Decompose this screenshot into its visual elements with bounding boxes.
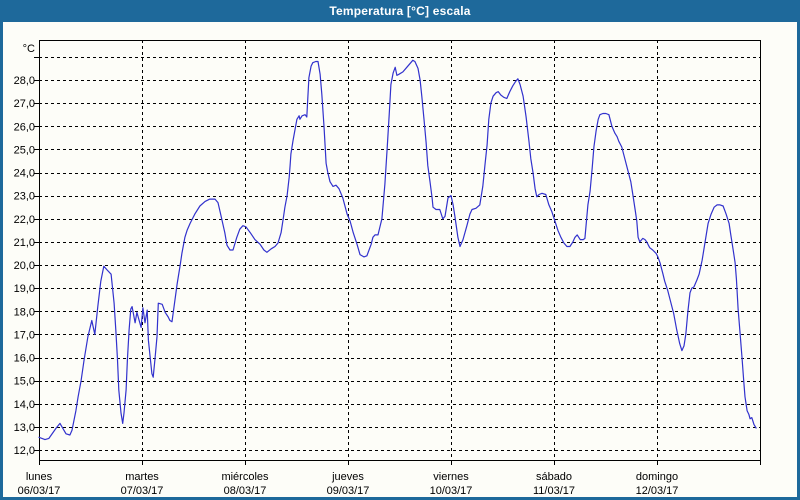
y-tick-labels: 28,0 27,0 26,0 25,0 24,0 23,0 22,0 21,0 20,0 19,0… (14, 75, 35, 457)
svg-text:16,0: 16,0 (14, 353, 35, 365)
svg-text:22,0: 22,0 (14, 214, 35, 226)
x-day-label: martes (125, 471, 159, 483)
title-bar[interactable]: Temperatura [°C] escala (0, 0, 800, 22)
x-date-label: 10/03/17 (430, 485, 473, 497)
x-date-label: 08/03/17 (224, 485, 267, 497)
x-date-label: 12/03/17 (636, 485, 679, 497)
x-date-label: 07/03/17 (121, 485, 164, 497)
chart-area: 28,0 27,0 26,0 25,0 24,0 23,0 22,0 21,0 20,0 19,0… (3, 22, 797, 497)
temperature-chart: 28,0 27,0 26,0 25,0 24,0 23,0 22,0 21,0 20,0 19,0… (14, 40, 761, 497)
svg-text:18,0: 18,0 (14, 306, 35, 318)
y-gridlines (39, 57, 760, 451)
x-day-label: viernes (433, 471, 469, 483)
x-day-label: lunes (26, 471, 53, 483)
x-tick-labels: lunes 06/03/17 martes 07/03/17 miércoles 08/0… (18, 471, 679, 497)
svg-text:12,0: 12,0 (14, 445, 35, 457)
x-gridlines (142, 40, 658, 460)
svg-text:14,0: 14,0 (14, 399, 35, 411)
svg-text:15,0: 15,0 (14, 376, 35, 388)
svg-text:27,0: 27,0 (14, 98, 35, 110)
y-axis-ticks (34, 57, 39, 451)
svg-text:19,0: 19,0 (14, 283, 35, 295)
y-axis-unit-label: °C (23, 43, 35, 55)
x-day-label: domingo (636, 471, 678, 483)
x-day-label: jueves (331, 471, 364, 483)
svg-text:26,0: 26,0 (14, 121, 35, 133)
svg-text:24,0: 24,0 (14, 168, 35, 180)
x-date-label: 06/03/17 (18, 485, 61, 497)
plot-border (39, 40, 761, 461)
svg-text:21,0: 21,0 (14, 237, 35, 249)
window-title: Temperatura [°C] escala (329, 4, 471, 18)
x-day-label: miércoles (221, 471, 269, 483)
svg-text:17,0: 17,0 (14, 329, 35, 341)
svg-text:20,0: 20,0 (14, 260, 35, 272)
x-date-label: 09/03/17 (327, 485, 370, 497)
x-day-label: sábado (536, 471, 572, 483)
temperature-series-line (38, 59, 757, 441)
svg-text:13,0: 13,0 (14, 422, 35, 434)
svg-text:23,0: 23,0 (14, 191, 35, 203)
svg-text:28,0: 28,0 (14, 75, 35, 87)
x-date-label: 11/03/17 (533, 485, 575, 497)
svg-text:25,0: 25,0 (14, 144, 35, 156)
